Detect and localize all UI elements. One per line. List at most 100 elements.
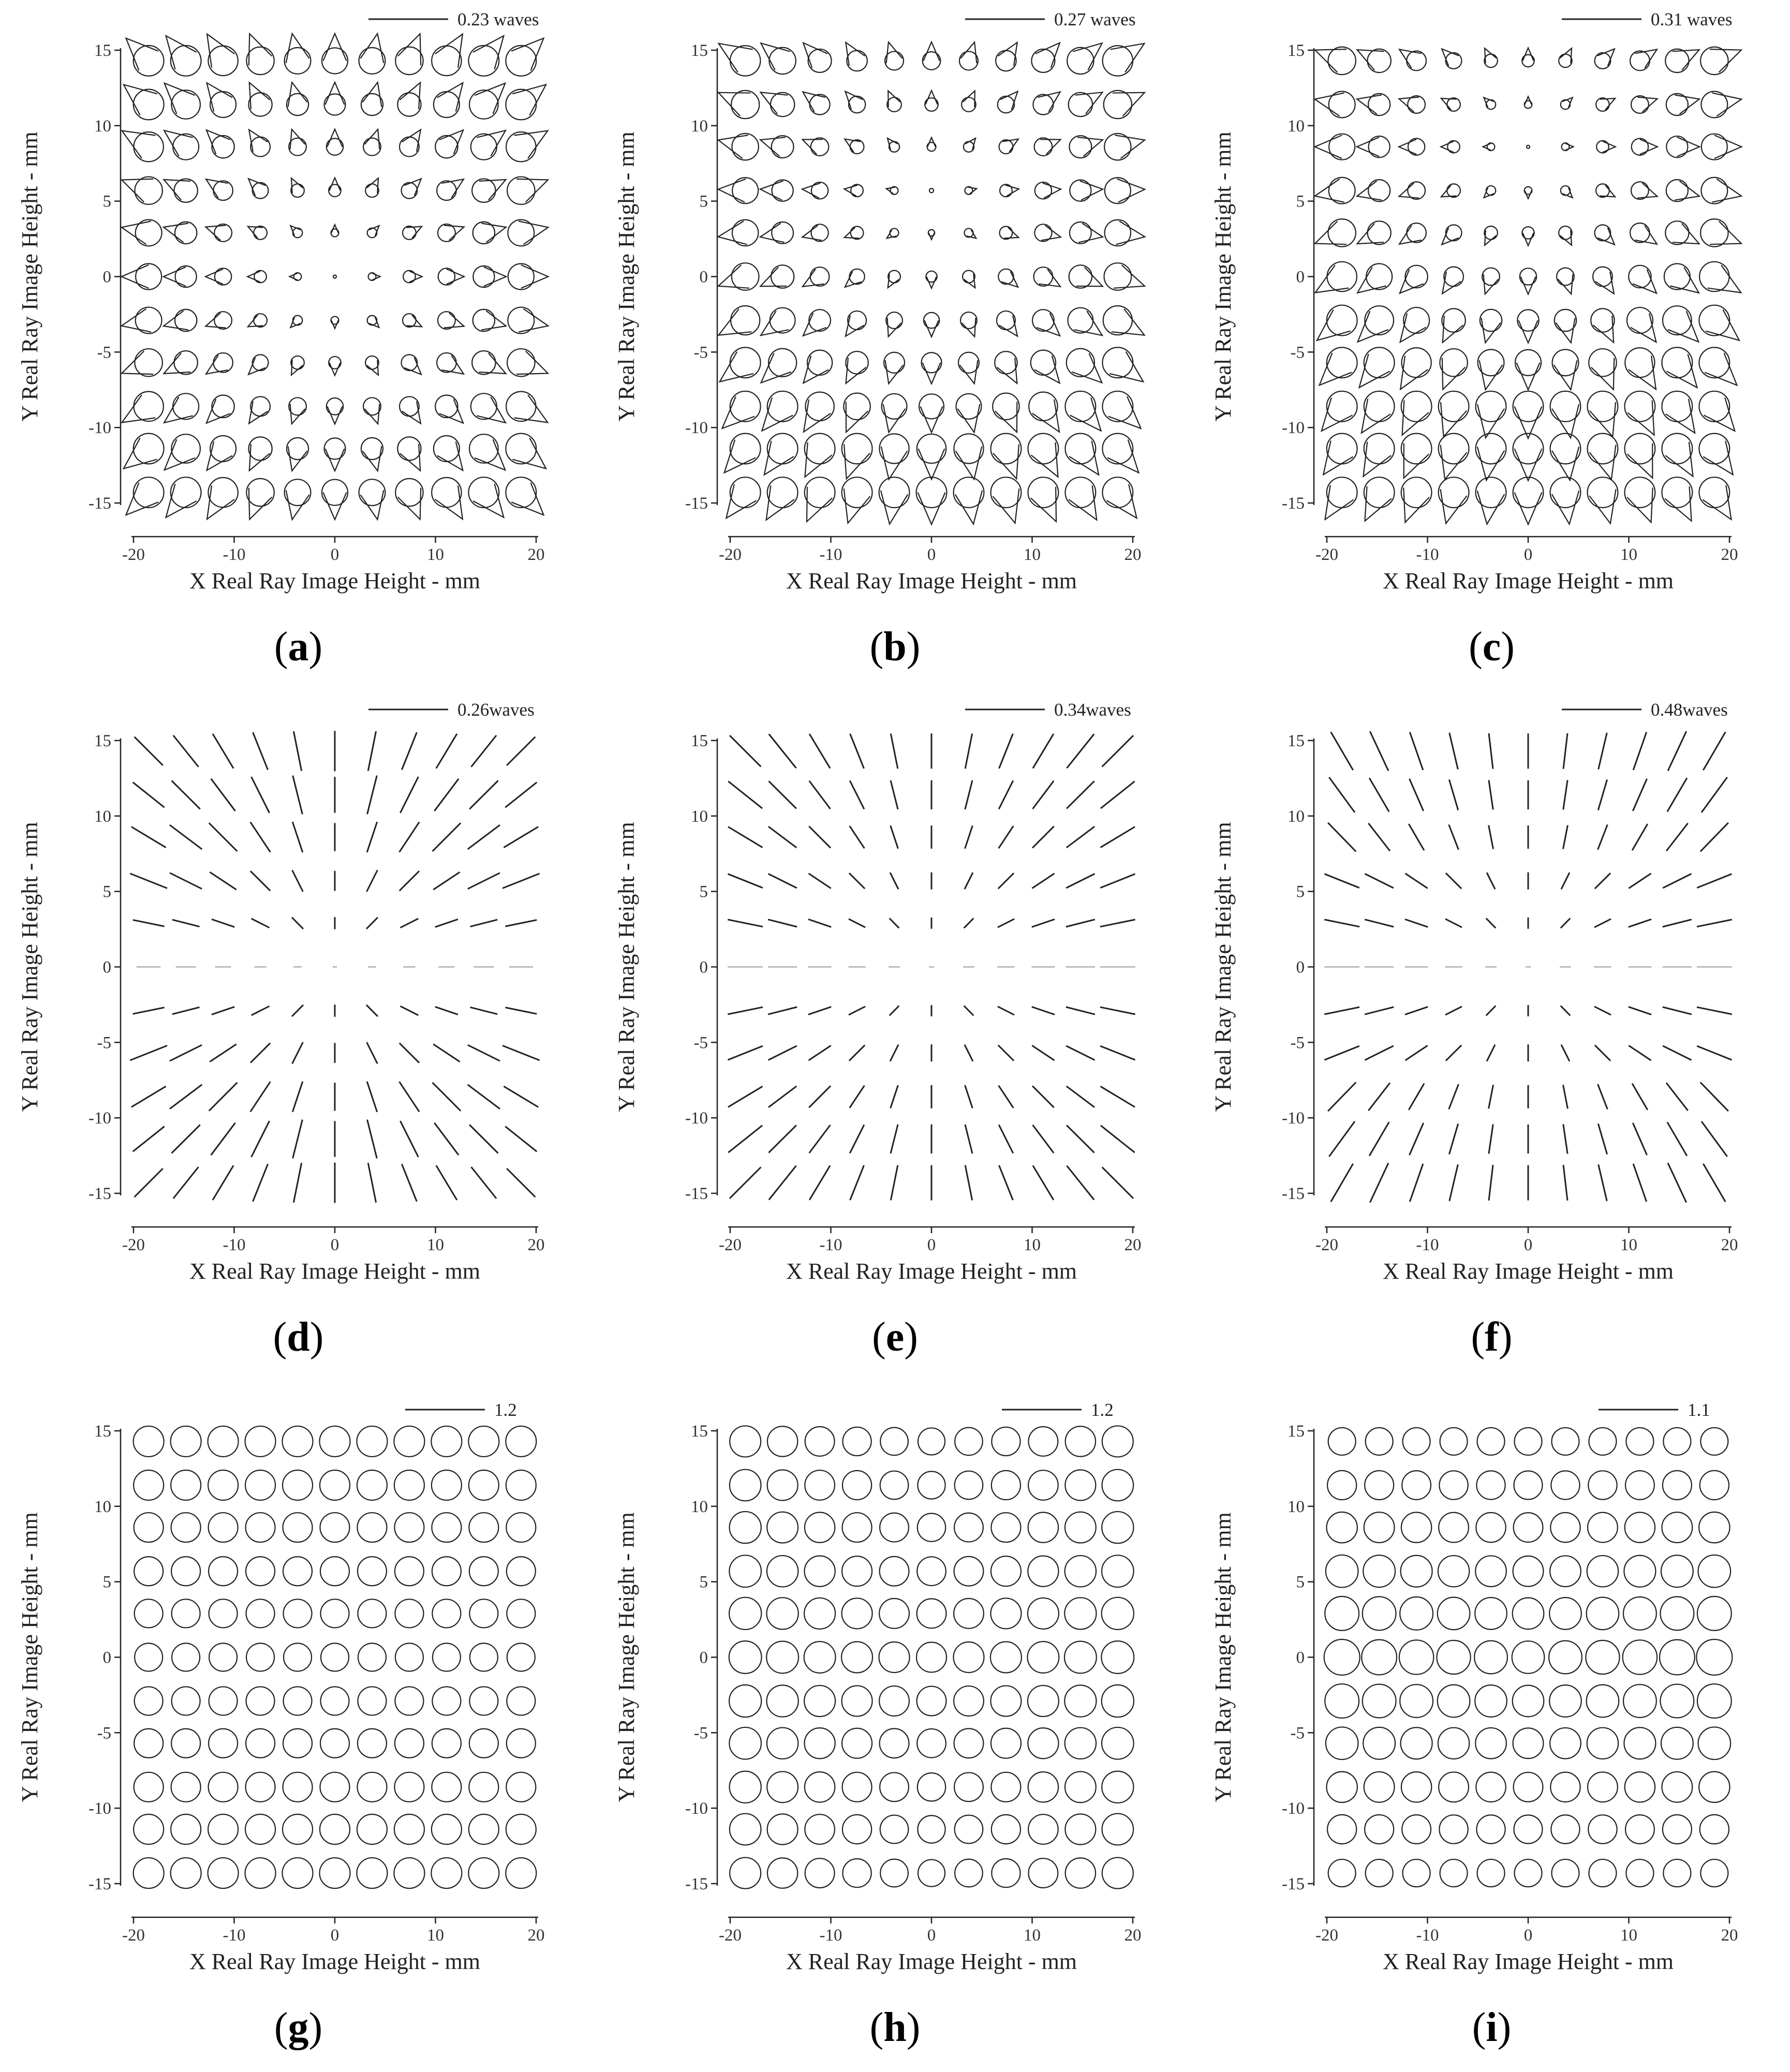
footprint-circle xyxy=(804,1597,836,1630)
x-tick-label: 10 xyxy=(427,1236,444,1254)
astigmatism-line xyxy=(728,1124,763,1153)
y-tick-label: -5 xyxy=(1291,1033,1305,1052)
y-axis-title: Y Real Ray Image Height - mm xyxy=(614,1512,639,1802)
coma-glyph xyxy=(401,177,422,199)
markers xyxy=(716,40,1147,526)
footprint-circle xyxy=(1476,1427,1505,1456)
astigmatism-line xyxy=(1662,1045,1692,1061)
footprint-circle xyxy=(394,1512,425,1543)
footprint-circle xyxy=(1587,1771,1618,1803)
coma-glyph xyxy=(841,477,873,525)
coma-glyph xyxy=(206,33,239,77)
astigmatism-line xyxy=(1066,919,1096,928)
x-tick-label: 20 xyxy=(1721,1926,1738,1945)
astigmatism-line xyxy=(1662,919,1692,928)
coma-glyph xyxy=(248,81,273,117)
coma-glyph xyxy=(1624,433,1656,480)
astigmatism-line xyxy=(1562,780,1569,810)
coma-glyph xyxy=(998,138,1020,155)
footprint-circle xyxy=(1027,1814,1059,1845)
coma-glyph xyxy=(506,130,549,162)
coma-glyph xyxy=(288,397,307,425)
footprint-circle xyxy=(1324,1595,1360,1631)
coma-glyph xyxy=(953,477,985,526)
x-tick-label: 20 xyxy=(1125,1926,1142,1945)
markers xyxy=(132,1425,537,1889)
panel-caption: (c) xyxy=(1469,624,1515,670)
astigmatism-line xyxy=(1100,1124,1135,1153)
astigmatism-line xyxy=(366,821,378,853)
x-tick-label: 10 xyxy=(1024,545,1041,564)
footprint-circle xyxy=(1101,1555,1134,1588)
footprint-circle xyxy=(879,1728,910,1759)
astigmatism-line xyxy=(1409,1122,1425,1156)
footprint-circle xyxy=(766,1426,798,1457)
coma-glyph xyxy=(718,347,761,383)
x-tick-label: -10 xyxy=(223,545,246,564)
astigmatism-line xyxy=(1327,1082,1357,1112)
coma-glyph xyxy=(507,348,550,377)
coma-glyph xyxy=(801,137,830,157)
footprint-circle xyxy=(506,1686,536,1716)
coma-glyph xyxy=(205,81,237,119)
astigmatism-line xyxy=(505,919,537,927)
footprint-circle xyxy=(990,1597,1022,1630)
coma-glyph xyxy=(1521,46,1535,68)
y-tick-label: -10 xyxy=(1282,419,1305,437)
coma-glyph xyxy=(1358,347,1395,389)
coma-glyph xyxy=(885,228,899,240)
y-tick-label: 15 xyxy=(1288,1422,1305,1441)
footprint-circle xyxy=(468,1813,499,1845)
footprint-circle xyxy=(804,1771,836,1803)
astigmatism-line xyxy=(1662,873,1692,889)
footprint-circle xyxy=(953,1641,985,1674)
panel-letter: b xyxy=(883,624,907,670)
coma-glyph xyxy=(1554,308,1577,345)
footprint-circle xyxy=(282,1728,313,1758)
footprint-circle xyxy=(393,1857,425,1889)
astigmatism-line xyxy=(211,918,235,928)
astigmatism-line xyxy=(1486,1044,1496,1062)
astigmatism-line xyxy=(1031,1006,1055,1016)
coma-glyph xyxy=(1549,390,1581,439)
x-axis-title: X Real Ray Image Height - mm xyxy=(786,568,1077,594)
footprint-circle xyxy=(766,1555,799,1588)
astigmatism-line xyxy=(365,916,379,930)
footprint-circle xyxy=(171,1642,201,1672)
coma-glyph xyxy=(1481,142,1496,152)
coma-glyph xyxy=(1561,142,1575,152)
astigmatism-line xyxy=(1100,1086,1135,1108)
footprint-circle xyxy=(1624,1771,1656,1803)
footprint-circle xyxy=(766,1857,798,1889)
coma-glyph xyxy=(121,130,164,162)
footprint-circle xyxy=(506,1599,536,1629)
y-tick-label: 5 xyxy=(1296,883,1305,901)
coma-glyph xyxy=(1700,176,1743,204)
astigmatism-line xyxy=(1448,1123,1459,1155)
coma-glyph xyxy=(879,433,910,481)
astigmatism-line xyxy=(728,826,763,848)
astigmatism-line xyxy=(291,1042,304,1064)
astigmatism-line xyxy=(1066,1165,1095,1201)
astigmatism-line xyxy=(433,1043,461,1063)
footprint-circle xyxy=(1064,1771,1097,1803)
y-tick-label: -5 xyxy=(97,1724,112,1742)
astigmatism-line xyxy=(808,780,831,810)
footprint-circle xyxy=(1028,1426,1059,1457)
coma-glyph xyxy=(1512,433,1544,482)
footprint-circle xyxy=(170,1425,202,1458)
footprint-circle xyxy=(1514,1427,1543,1456)
astigmatism-line xyxy=(212,1165,234,1201)
astigmatism-line xyxy=(998,825,1014,849)
footprint-circle xyxy=(1064,1597,1097,1630)
footprint-circle xyxy=(989,1641,1023,1674)
footprint-circle xyxy=(1325,1554,1359,1588)
astigmatism-line xyxy=(212,733,234,769)
footprint-circle xyxy=(1402,1427,1431,1456)
panel-a: 15 10 5 0 -5 -10 -15 -20 -10 0 10 20 X Real Ray Imag… xyxy=(0,0,597,690)
coma-glyph xyxy=(1549,477,1581,526)
astigmatism-line xyxy=(1330,1163,1354,1203)
coma-glyph xyxy=(288,128,307,156)
astigmatism-line xyxy=(767,826,797,849)
x-tick-label: 20 xyxy=(528,545,545,564)
